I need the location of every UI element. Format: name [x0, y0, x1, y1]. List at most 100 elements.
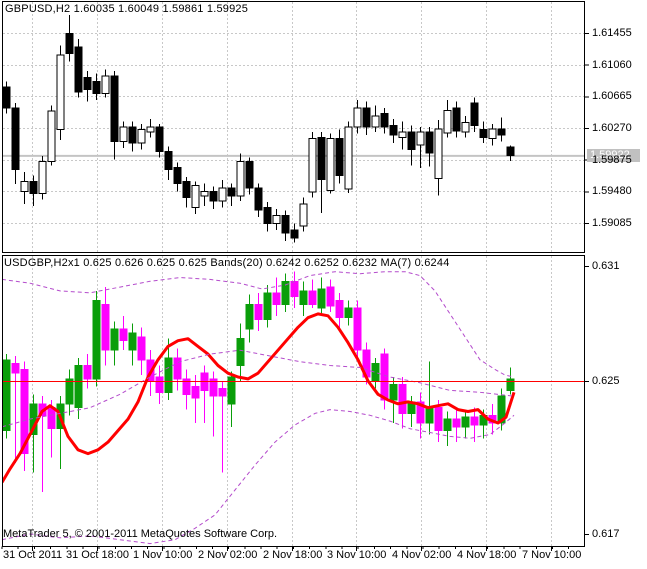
candle-body — [164, 357, 173, 393]
candle-body — [389, 125, 398, 136]
price-axis-label: 0.617 — [592, 528, 620, 540]
candle-body — [299, 290, 308, 305]
candle-body — [398, 131, 407, 139]
candle-body — [245, 161, 254, 189]
price-axis-label: 1.59480 — [592, 185, 632, 198]
candle-body — [416, 401, 425, 424]
price-axis-label: 0.625 — [592, 374, 620, 387]
candle-body — [218, 388, 227, 397]
candle-body — [173, 357, 182, 380]
candle-body — [11, 107, 20, 171]
candle-body — [236, 161, 245, 197]
candle-body — [371, 115, 380, 128]
candle-body — [92, 299, 101, 380]
price-axis-label: 0.631 — [592, 260, 620, 272]
candle-body — [479, 129, 488, 139]
candle-body — [200, 190, 209, 197]
time-axis-label: 3 Nov 10:00 — [327, 549, 387, 561]
candle-body — [326, 286, 335, 307]
candle-body — [497, 395, 506, 424]
candle-body — [236, 338, 245, 367]
candle-body — [506, 378, 515, 391]
candle-body — [47, 407, 56, 430]
candle-body — [317, 288, 326, 309]
candle-body — [38, 161, 47, 195]
candle-body — [461, 121, 470, 133]
candle-body — [137, 336, 146, 361]
candle-body — [245, 303, 254, 330]
candle-body — [344, 307, 353, 319]
bollinger-band-line — [3, 409, 515, 545]
candle-body — [470, 416, 479, 426]
candle-body — [128, 126, 137, 144]
candle-body — [119, 126, 128, 143]
grid-top — [3, 2, 584, 252]
candle-body — [3, 86, 11, 109]
candle-body — [488, 128, 497, 139]
candle-body — [380, 113, 389, 128]
candle-body — [371, 363, 380, 382]
price-axis-label: 1.59085 — [592, 217, 632, 229]
candle-body — [272, 292, 281, 305]
candle-body — [290, 280, 299, 298]
candle-body — [218, 187, 227, 202]
bollinger-band-line — [3, 271, 515, 378]
candle-body — [506, 146, 515, 157]
candle-body — [20, 368, 29, 455]
bottom-panel-frame — [2, 255, 585, 547]
candle-body — [119, 328, 128, 342]
candle-body — [254, 187, 263, 211]
price-axis-label: 1.60270 — [592, 122, 632, 134]
candle-body — [65, 32, 74, 54]
candle-body — [128, 332, 137, 351]
candle-body — [74, 365, 83, 409]
candle-body — [155, 126, 164, 152]
candle-body — [353, 107, 362, 128]
price-axis-label: 1.60665 — [592, 90, 632, 103]
candle-body — [101, 75, 110, 95]
candle-body — [425, 131, 434, 154]
last-price-badge: 1.59922 — [587, 149, 640, 162]
candle-body — [326, 137, 335, 192]
time-axis-label: 7 Nov 10:00 — [522, 549, 582, 561]
candle-body — [56, 54, 65, 131]
copyright-text: MetaTrader 5, © 2001-2011 MetaQuotes Sof… — [3, 528, 278, 540]
candle-body — [434, 128, 443, 180]
candle-body — [182, 378, 191, 395]
candle-body — [299, 203, 308, 227]
grid-bottom — [32, 256, 552, 546]
candle-body — [452, 107, 461, 132]
candle-body — [74, 46, 83, 93]
candle-body — [101, 303, 110, 351]
candle-body — [191, 386, 200, 399]
time-axis-label: 2 Nov 02:00 — [198, 549, 258, 561]
candle-body — [353, 307, 362, 351]
candle-body — [425, 407, 434, 424]
candle-body — [155, 376, 164, 393]
top-panel-frame — [2, 1, 585, 253]
time-axis-label: 1 Nov 10:00 — [133, 549, 193, 561]
candle-body — [83, 76, 92, 91]
candle-body — [389, 384, 398, 401]
candle-body — [182, 181, 191, 199]
bollinger-band-line — [3, 349, 515, 428]
candle-body — [110, 75, 119, 143]
candle-body — [263, 292, 272, 321]
panel-separator[interactable] — [0, 252, 585, 256]
candle-body — [227, 187, 236, 197]
time-axis-label: 2 Nov 18:00 — [263, 549, 323, 561]
candle-body — [11, 363, 20, 374]
candle-body — [47, 110, 56, 163]
candle-body — [20, 181, 29, 192]
candle-body — [281, 214, 290, 234]
price-axis-label: 1.59875 — [592, 153, 632, 166]
candle-body — [164, 150, 173, 171]
candle-body — [308, 290, 317, 305]
candle-body — [344, 126, 353, 190]
candle-body — [29, 181, 38, 195]
candle-body — [146, 126, 155, 133]
candle-body — [191, 185, 200, 208]
candle-body — [407, 131, 416, 151]
candle-body — [434, 407, 443, 432]
